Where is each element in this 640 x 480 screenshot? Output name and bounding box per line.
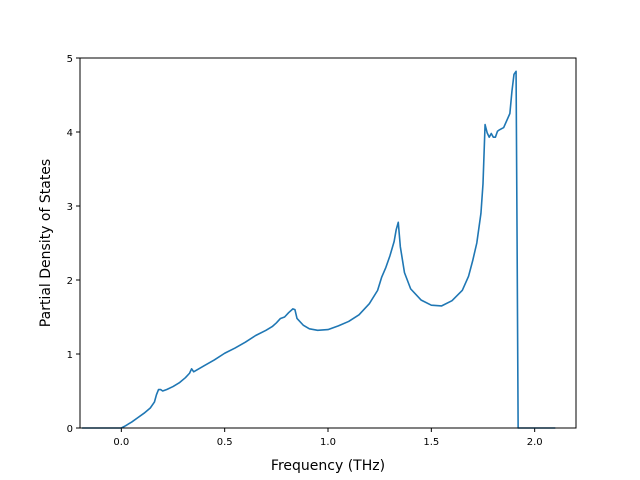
- pdos-series-line: [82, 70, 556, 429]
- plot-frame: [79, 57, 577, 429]
- x-tick-label: 1.0: [320, 437, 336, 448]
- y-tick-label: 0: [67, 424, 73, 435]
- y-tick-label: 2: [67, 276, 73, 287]
- y-tick-label: 5: [67, 54, 73, 65]
- y-tick-label: 4: [67, 128, 73, 139]
- y-axis-ticks: 0 1 2 3 4 5: [67, 54, 80, 435]
- x-axis-ticks: 0.0 0.5 1.0 1.5 2.0: [113, 428, 543, 448]
- x-tick-label: 0.5: [217, 437, 233, 448]
- y-axis-label: Partial Density of States: [38, 159, 54, 327]
- x-axis-label: Frequency (THz): [271, 458, 385, 474]
- y-tick-label: 3: [67, 202, 73, 213]
- plot-area-background: [80, 58, 576, 428]
- x-tick-label: 2.0: [527, 437, 543, 448]
- y-tick-label: 1: [67, 350, 73, 361]
- x-tick-label: 0.0: [113, 437, 129, 448]
- x-tick-label: 1.5: [423, 437, 439, 448]
